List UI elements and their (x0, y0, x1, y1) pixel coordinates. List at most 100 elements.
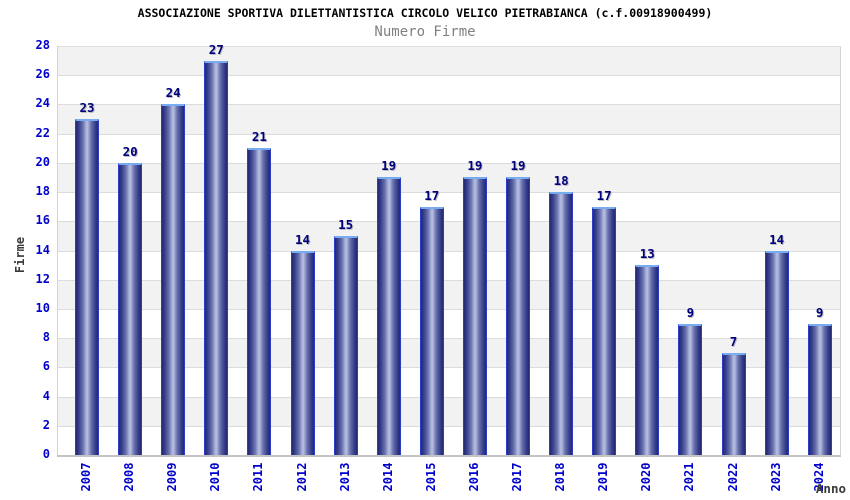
gridline (58, 75, 840, 77)
x-tick-label: 2015 (423, 462, 438, 492)
y-tick-label: 6 (42, 359, 50, 374)
y-tick-label: 2 (42, 417, 50, 432)
x-axis-line (57, 455, 841, 457)
bar-value-label: 9 (686, 304, 695, 320)
y-tick-label: 0 (42, 447, 50, 461)
bar-value-label: 19 (381, 158, 397, 174)
background-band (58, 104, 840, 134)
gridline (58, 104, 840, 106)
bar-2024 (807, 323, 832, 455)
x-tick-label: 2013 (337, 462, 352, 492)
bar-2007 (75, 119, 99, 455)
background-band (58, 367, 840, 397)
bar-value-label: 27 (208, 41, 224, 57)
background-band (58, 221, 840, 251)
x-tick-label: 2020 (639, 462, 654, 492)
gridline (58, 46, 840, 47)
bar-value-label: 21 (251, 129, 267, 145)
gridline (58, 133, 840, 135)
x-tick-label: 2009 (165, 462, 180, 492)
bar-value-label: 15 (338, 216, 354, 232)
x-tick-label: 2018 (553, 462, 568, 492)
bar-2020 (635, 265, 660, 455)
bar-2013 (333, 235, 358, 455)
y-tick-label: 22 (35, 125, 50, 140)
background-band (58, 396, 840, 426)
bar-value-label: 20 (122, 143, 138, 159)
y-tick-label: 26 (35, 67, 50, 82)
bar-2008 (118, 162, 143, 455)
bar-2022 (721, 352, 746, 455)
y-tick-label: 20 (35, 154, 50, 169)
background-band (58, 46, 840, 76)
bar-2009 (161, 104, 186, 455)
x-tick-label: 2012 (294, 462, 309, 492)
background-band (58, 250, 840, 280)
x-tick-label: 2022 (725, 462, 740, 492)
background-band (58, 162, 840, 193)
bar-2014 (376, 177, 401, 455)
bar-2021 (678, 323, 703, 455)
bar-value-label: 23 (79, 100, 95, 116)
gridline (58, 425, 840, 427)
background-band (58, 279, 840, 309)
bar-value-label: 19 (467, 158, 483, 174)
bar-value-label: 14 (769, 231, 785, 247)
y-tick-label: 16 (35, 213, 50, 228)
bar-2017 (506, 177, 530, 455)
x-tick-label: 2017 (510, 462, 524, 492)
x-tick-label: 2010 (208, 462, 223, 492)
chart-subtitle: Numero Firme (374, 24, 476, 40)
background-band (58, 338, 840, 368)
bar-2010 (204, 60, 229, 455)
gridline (58, 250, 840, 252)
background-band (58, 133, 840, 163)
x-tick-label: 2008 (122, 462, 137, 492)
chart-title: ASSOCIAZIONE SPORTIVA DILETTANTISTICA CI… (137, 6, 713, 20)
y-tick-label: 18 (35, 184, 50, 199)
plot-area: 23 20 24 27 21 14 15 19 17 19 19 18 17 13 9 7 14 9 (57, 42, 841, 455)
y-tick-label: 14 (35, 242, 50, 257)
bar-value-label: 13 (639, 246, 655, 262)
bar-2023 (764, 250, 789, 455)
y-tick-label: 4 (42, 388, 50, 403)
bar-value-label: 14 (294, 231, 311, 247)
bar-value-label: 17 (596, 187, 612, 203)
background-band (58, 425, 840, 455)
x-tick-label: 2014 (380, 462, 395, 492)
y-tick-label: 28 (35, 38, 50, 52)
gridline (58, 396, 840, 398)
bar-2015 (419, 206, 444, 455)
y-tick-label: 8 (42, 330, 50, 345)
gridline (58, 221, 840, 223)
bar-2011 (247, 148, 272, 455)
bar-2012 (290, 250, 315, 455)
bar-value-label: 24 (165, 85, 181, 101)
x-tick-label: 2023 (768, 462, 783, 492)
background-band (58, 75, 840, 105)
gridline (58, 279, 840, 281)
gridline (58, 162, 840, 164)
gridline (58, 367, 840, 369)
x-tick-label: 2007 (79, 462, 93, 492)
x-tick-label: 2019 (596, 462, 611, 492)
x-tick-label: 2011 (251, 462, 266, 492)
bar-2018 (549, 192, 574, 455)
bar-value-label: 7 (729, 333, 738, 349)
x-axis-title: Anno (815, 481, 846, 496)
y-tick-label: 10 (35, 300, 50, 315)
bar-2019 (592, 206, 617, 455)
y-tick-label: 12 (35, 271, 50, 286)
gridline (58, 192, 840, 194)
bar-value-label: 9 (815, 304, 824, 320)
bar-value-label: 17 (424, 187, 440, 203)
y-tick-label: 24 (35, 96, 50, 111)
gridline (58, 338, 840, 340)
x-tick-label: 2016 (466, 462, 481, 492)
background-band (58, 192, 840, 222)
bar-value-label: 18 (553, 173, 569, 189)
x-tick-label: 2021 (682, 462, 697, 492)
bar-value-label: 19 (510, 158, 526, 174)
gridline (58, 308, 840, 310)
